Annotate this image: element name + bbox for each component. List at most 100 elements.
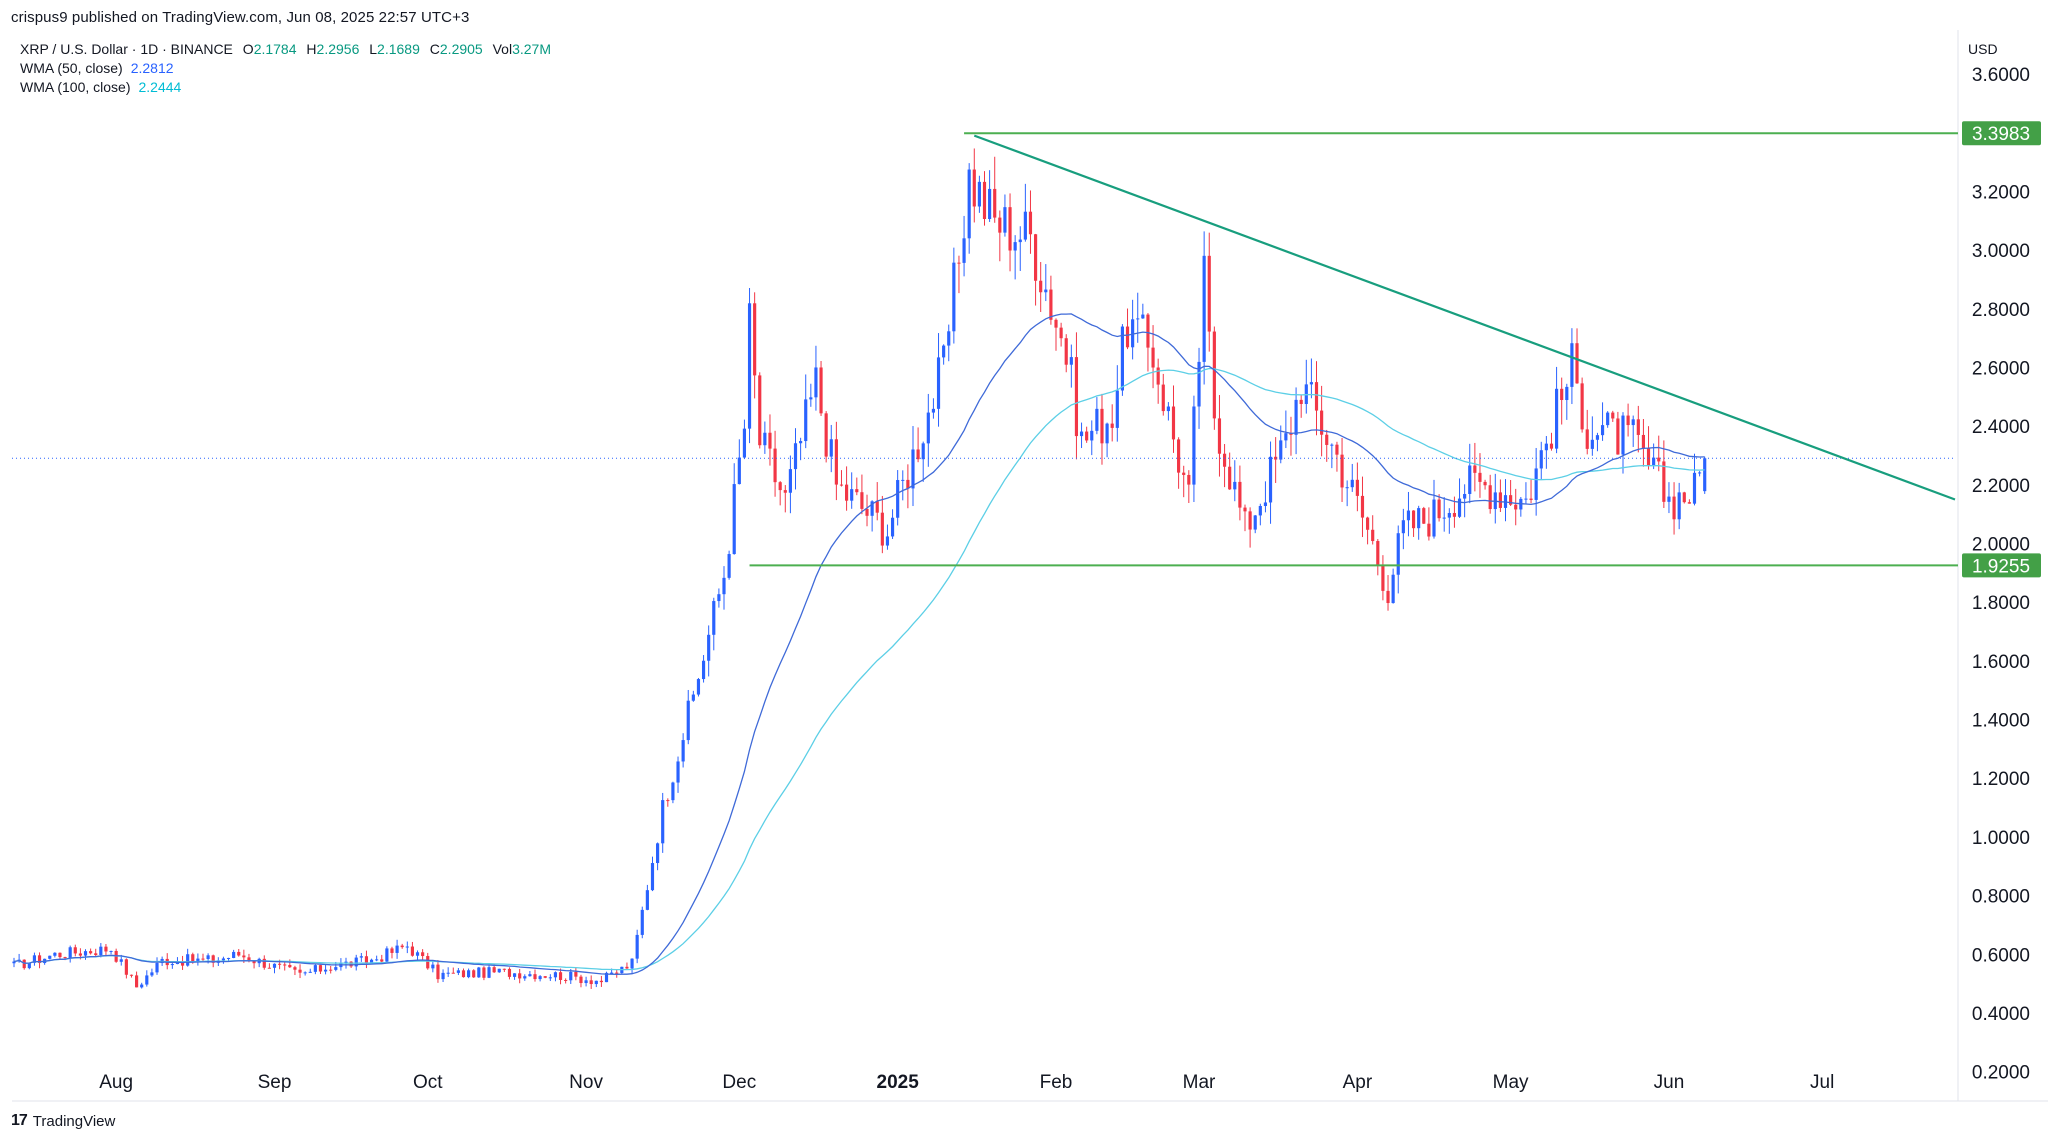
candle-up bbox=[988, 188, 992, 219]
y-tick-label: 2.8000 bbox=[1972, 300, 2030, 321]
candle-down bbox=[1657, 457, 1661, 462]
candle-up bbox=[1401, 520, 1405, 534]
descending-trendline[interactable] bbox=[973, 134, 1956, 501]
candle-up bbox=[1018, 239, 1022, 243]
publisher-header: crispus9 published on TradingView.com, J… bbox=[11, 9, 470, 26]
candle-up bbox=[1692, 472, 1697, 504]
candle-down bbox=[1243, 507, 1247, 512]
candle-down bbox=[492, 967, 496, 973]
candle-up bbox=[1350, 479, 1354, 488]
wma-50-line bbox=[13, 313, 1705, 975]
candle-down bbox=[906, 479, 910, 489]
low-value: 2.1689 bbox=[377, 41, 420, 57]
candle-down bbox=[1274, 456, 1278, 460]
candle-down bbox=[957, 262, 961, 264]
candle-down bbox=[380, 959, 384, 962]
candle-up bbox=[1166, 406, 1170, 412]
candle-up bbox=[645, 890, 649, 910]
tradingview-footer[interactable]: 17 TradingView bbox=[11, 1112, 115, 1130]
candle-down bbox=[1238, 481, 1242, 508]
candle-up bbox=[1044, 289, 1048, 293]
symbol-name[interactable]: XRP / U.S. Dollar · 1D · BINANCE bbox=[20, 41, 233, 57]
candle-up bbox=[140, 984, 144, 988]
candle-up bbox=[206, 955, 210, 960]
candle-up bbox=[942, 345, 946, 358]
candle-up bbox=[788, 469, 792, 493]
moving-averages-layer bbox=[13, 313, 1705, 975]
candle-up bbox=[1432, 499, 1436, 537]
candle-up bbox=[926, 412, 930, 444]
candle-down bbox=[262, 958, 266, 968]
candle-down bbox=[89, 951, 93, 954]
candle-down bbox=[436, 964, 440, 980]
candle-up bbox=[890, 517, 895, 537]
candle-up bbox=[1703, 458, 1707, 492]
x-tick-label: Jul bbox=[1810, 1072, 1834, 1093]
price-axis[interactable]: 3.6000 3.2000 3.0000 2.8000 2.6000 2.4000 2.20… bbox=[1972, 65, 2030, 1084]
candle-up bbox=[548, 977, 552, 979]
candle-up bbox=[896, 480, 900, 518]
candle-up bbox=[931, 408, 936, 413]
candle-up bbox=[604, 972, 609, 983]
candle-down bbox=[1161, 384, 1165, 412]
candle-down bbox=[1207, 255, 1211, 332]
y-tick-label: 1.2000 bbox=[1972, 769, 2030, 790]
candle-up bbox=[737, 457, 741, 485]
candle-up bbox=[344, 961, 348, 963]
candle-down bbox=[998, 217, 1002, 233]
candle-down bbox=[124, 959, 128, 975]
time-axis[interactable]: Aug Sep Oct Nov Dec 2025 Feb Mar Apr May Jun Jul bbox=[99, 1072, 1834, 1093]
candle-up bbox=[1233, 481, 1237, 490]
x-tick-label: Feb bbox=[1040, 1072, 1073, 1093]
candle-down bbox=[1314, 382, 1319, 411]
candle-down bbox=[972, 169, 976, 207]
candle-up bbox=[155, 963, 159, 973]
candle-up bbox=[1565, 386, 1569, 401]
ma100-label: WMA (100, close) bbox=[20, 79, 131, 95]
candle-down bbox=[329, 969, 333, 971]
candle-up bbox=[681, 740, 685, 762]
ma50-legend[interactable]: WMA (50, close) 2.2812 bbox=[20, 59, 551, 78]
candle-down bbox=[880, 512, 884, 546]
candle-down bbox=[63, 957, 67, 959]
candle-down bbox=[1110, 423, 1114, 428]
candle-down bbox=[625, 966, 629, 969]
candle-down bbox=[1371, 529, 1375, 542]
candle-down bbox=[482, 967, 486, 978]
candle-up bbox=[170, 964, 174, 966]
candle-down bbox=[1616, 418, 1620, 455]
candle-up bbox=[1606, 412, 1610, 426]
candle-up bbox=[487, 967, 491, 978]
candle-down bbox=[78, 953, 82, 956]
candle-up bbox=[742, 428, 747, 458]
candle-down bbox=[1054, 319, 1058, 328]
candle-up bbox=[1555, 388, 1559, 449]
candle-up bbox=[1069, 357, 1073, 365]
close-value: 2.2905 bbox=[439, 41, 483, 57]
candle-down bbox=[819, 367, 823, 414]
candle-up bbox=[727, 554, 731, 578]
candle-up bbox=[27, 962, 31, 969]
y-tick-label: 2.0000 bbox=[1972, 534, 2030, 555]
candle-down bbox=[58, 952, 62, 958]
candle-down bbox=[1483, 481, 1487, 486]
drawings-layer: 3.3983 1.9255 bbox=[12, 121, 2041, 578]
candle-down bbox=[1064, 338, 1068, 365]
candle-down bbox=[666, 800, 670, 802]
candle-up bbox=[1197, 361, 1201, 407]
candle-down bbox=[211, 955, 215, 963]
ma100-legend[interactable]: WMA (100, close) 2.2444 bbox=[20, 78, 551, 97]
candle-down bbox=[1646, 448, 1651, 466]
candle-down bbox=[1437, 499, 1441, 519]
candle-down bbox=[37, 955, 42, 964]
candle-up bbox=[323, 969, 328, 972]
candle-up bbox=[1524, 498, 1528, 500]
candle-down bbox=[1560, 388, 1564, 401]
candle-up bbox=[747, 303, 752, 429]
candle-down bbox=[1171, 406, 1176, 440]
candle-up bbox=[232, 951, 236, 958]
candle-up bbox=[1698, 472, 1702, 474]
candle-down bbox=[1299, 399, 1303, 405]
candle-down bbox=[1125, 326, 1130, 348]
